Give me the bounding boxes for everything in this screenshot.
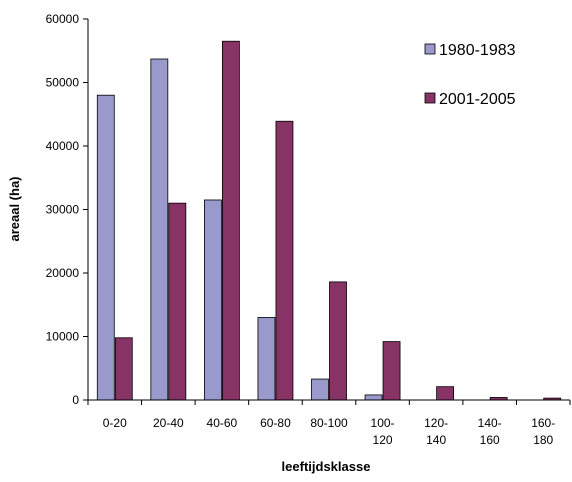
x-tick-label: 60-80 bbox=[260, 416, 291, 430]
bar-2001-2005 bbox=[382, 341, 401, 401]
bar-1980-1983 bbox=[364, 394, 383, 401]
x-tick-label: 140-160 bbox=[478, 416, 502, 447]
bar-2001-2005 bbox=[221, 40, 240, 401]
x-tick-label: 120-140 bbox=[424, 416, 448, 447]
bar-2001-2005 bbox=[168, 202, 187, 401]
bar-1980-1983 bbox=[311, 378, 329, 401]
y-tick-label: 10000 bbox=[46, 330, 80, 344]
y-tick-label: 20000 bbox=[46, 266, 80, 280]
x-tick-label: 160-180 bbox=[531, 416, 555, 447]
bar-1980-1983 bbox=[96, 94, 115, 401]
legend-swatch bbox=[424, 43, 436, 55]
y-axis-ticks: 0 10000 20000 30000 40000 50000 60000 bbox=[46, 12, 88, 407]
plot-area: 0 10000 20000 30000 40000 50000 60000 0-20 20-4… bbox=[46, 12, 571, 447]
bar-1980-1983 bbox=[257, 317, 276, 401]
legend-label: 2001-2005 bbox=[439, 91, 516, 108]
y-tick-label: 60000 bbox=[46, 12, 80, 26]
x-tick-label: 80-100 bbox=[310, 416, 348, 430]
bar-2001-2005 bbox=[275, 120, 294, 401]
legend-swatch bbox=[424, 92, 436, 104]
x-axis-ticks: 0-20 20-40 40-60 60-80 80-100 100-120 120-140 1… bbox=[87, 400, 571, 447]
x-tick-label: 40-60 bbox=[207, 416, 238, 430]
bar-2001-2005 bbox=[436, 386, 455, 401]
x-axis-title: leeftijdsklasse bbox=[282, 459, 371, 474]
y-tick-label: 50000 bbox=[46, 76, 80, 90]
bar-2001-2005 bbox=[329, 281, 347, 401]
legend: 1980-1983 2001-2005 bbox=[424, 42, 516, 108]
legend-label: 1980-1983 bbox=[439, 42, 516, 59]
x-tick-label: 20-40 bbox=[153, 416, 184, 430]
x-tick-label: 0-20 bbox=[103, 416, 127, 430]
y-tick-label: 40000 bbox=[46, 139, 80, 153]
y-axis-title: areaal (ha) bbox=[7, 176, 22, 241]
bar-1980-1983 bbox=[150, 58, 169, 401]
bar-2001-2005 bbox=[114, 337, 133, 401]
y-tick-label: 0 bbox=[72, 393, 79, 407]
y-tick-label: 30000 bbox=[46, 203, 80, 217]
bar-1980-1983 bbox=[203, 199, 222, 401]
x-tick-label: 100-120 bbox=[371, 416, 395, 447]
